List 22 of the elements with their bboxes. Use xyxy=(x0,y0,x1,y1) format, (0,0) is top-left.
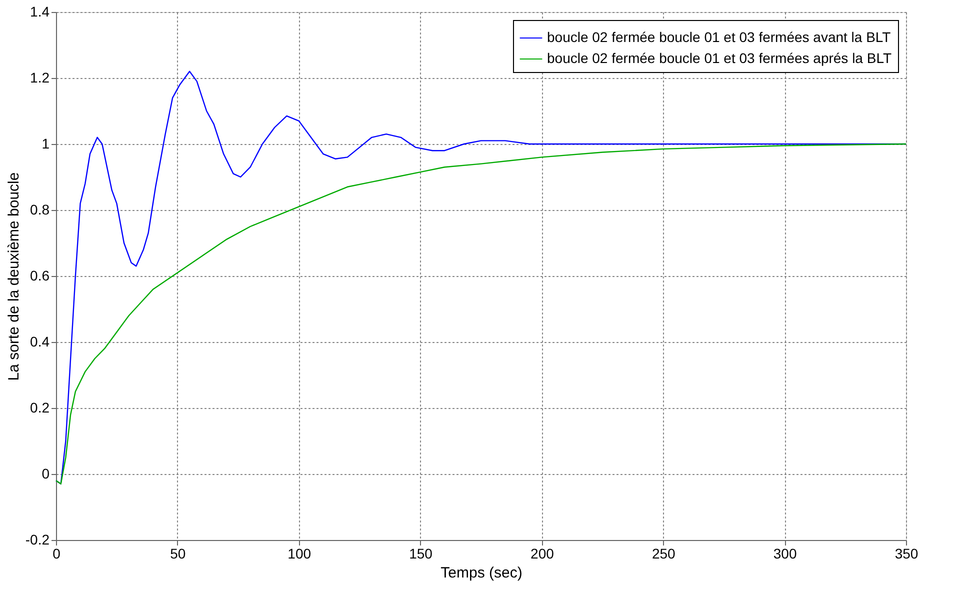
y-tick-label: 0 xyxy=(42,466,50,482)
x-tick-label: 200 xyxy=(530,546,554,562)
x-tick-label: 300 xyxy=(773,546,797,562)
x-tick-label: 50 xyxy=(170,546,186,562)
y-tick-label: 1.4 xyxy=(30,4,50,20)
y-tick-label: 1.2 xyxy=(30,70,50,86)
x-axis-title: Temps (sec) xyxy=(440,564,522,582)
line-series xyxy=(55,143,907,484)
y-tick-label: 0.4 xyxy=(30,334,50,350)
y-tick-label: -0.2 xyxy=(25,532,50,548)
y-tick-label: 0.2 xyxy=(30,400,50,416)
y-tick-label: 0.8 xyxy=(30,202,50,218)
x-tick-label: 100 xyxy=(288,546,312,562)
legend-label: boucle 02 fermée boucle 01 et 03 fermées avant la BLT xyxy=(547,29,892,45)
x-tick-label: 0 xyxy=(52,546,61,562)
x-tick-label: 350 xyxy=(894,546,918,562)
x-tick-label: 250 xyxy=(652,546,676,562)
legend-label: boucle 02 fermée boucle 01 et 03 fermées aprés la BLT xyxy=(547,50,892,66)
x-tick-label: 150 xyxy=(409,546,433,562)
y-tick-label: 0.6 xyxy=(30,268,50,284)
y-tick-label: 1 xyxy=(42,136,50,152)
y-axis-title: La sorte de la deuxième boucle xyxy=(5,172,22,381)
